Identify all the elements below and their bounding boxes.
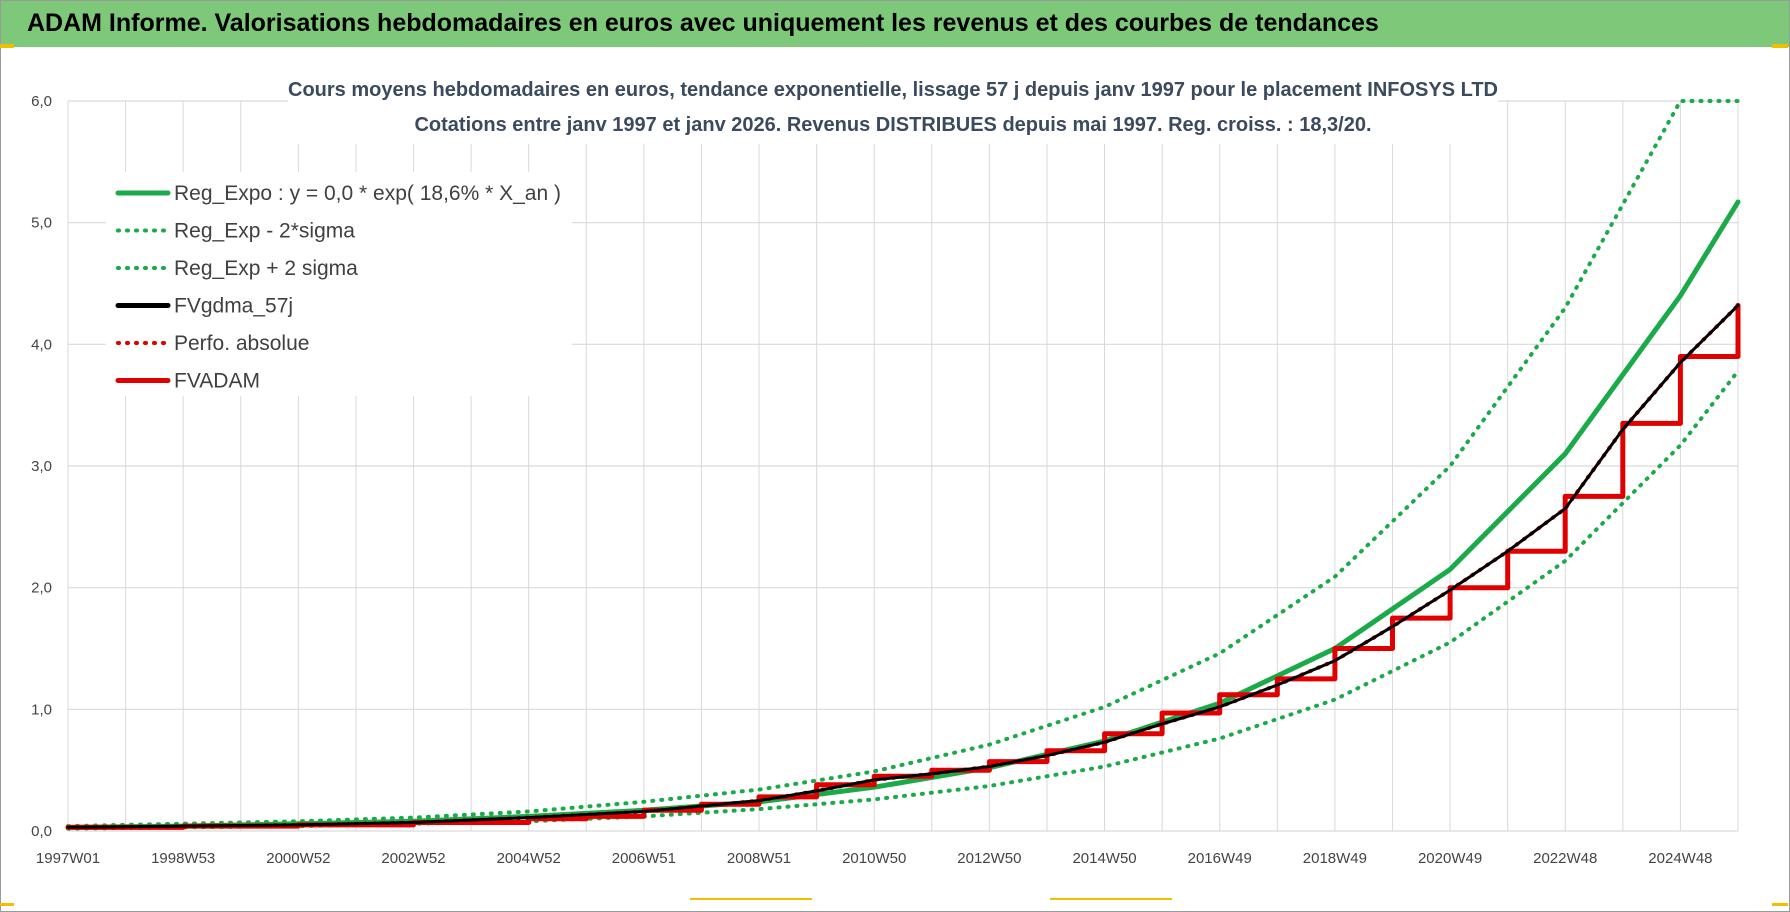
x-tick-label: 2010W50 — [842, 850, 906, 867]
legend: Reg_Expo : y = 0,0 * exp( 18,6% * X_an )… — [115, 182, 561, 393]
header-bar: ADAM Informe. Valorisations hebdomadaire… — [1, 1, 1789, 47]
legend-background — [106, 172, 572, 396]
x-tick-label: 2022W48 — [1533, 850, 1597, 867]
x-tick-label: 2014W50 — [1072, 850, 1136, 867]
chart-title-line-1: Cours moyens hebdomadaires en euros, ten… — [288, 79, 1498, 101]
title-background — [288, 68, 1498, 144]
x-tick-label: 2006W51 — [612, 850, 676, 867]
legend-label-1: Reg_Exp - 2*sigma — [174, 220, 355, 243]
bottom-accent-left — [690, 898, 812, 900]
y-tick-label: 3,0 — [31, 458, 52, 475]
y-tick-label: 0,0 — [31, 823, 52, 840]
corner-marker-top-right — [1772, 44, 1788, 48]
x-tick-label: 2004W52 — [497, 850, 561, 867]
x-tick-label: 2024W48 — [1648, 850, 1712, 867]
series-line-1 — [66, 369, 1740, 831]
x-tick-label: 2012W50 — [957, 850, 1021, 867]
x-tick-label: 2008W51 — [727, 850, 791, 867]
legend-label-5: FVADAM — [174, 370, 260, 393]
corner-marker-bottom-right — [1772, 903, 1788, 906]
corner-marker-top-left — [0, 44, 14, 48]
x-tick-label: 2000W52 — [266, 850, 330, 867]
page-title: ADAM Informe. Valorisations hebdomadaire… — [27, 9, 1379, 37]
x-tick-label: 2018W49 — [1303, 850, 1367, 867]
y-tick-label: 5,0 — [31, 215, 52, 232]
series-line-3 — [66, 303, 1740, 829]
x-tick-label: 2016W49 — [1188, 850, 1252, 867]
x-axis-tick-labels: 1997W01 1998W53 2000W52 2002W52 2004W52 2006W… — [36, 850, 1713, 867]
y-tick-label: 2,0 — [31, 580, 52, 597]
bottom-accent-right — [1050, 898, 1172, 900]
y-tick-label: 6,0 — [31, 93, 52, 110]
series-line-5 — [65, 302, 1741, 830]
legend-label-0: Reg_Expo : y = 0,0 * exp( 18,6% * X_an ) — [174, 182, 561, 205]
legend-label-3: FVgdma_57j — [174, 295, 293, 318]
x-tick-label: 1998W53 — [151, 850, 215, 867]
legend-label-2: Reg_Exp + 2 sigma — [174, 257, 358, 280]
y-tick-label: 1,0 — [31, 701, 52, 718]
series-line-2 — [66, 99, 1740, 829]
x-tick-label: 1997W01 — [36, 850, 100, 867]
series-lines — [65, 99, 1741, 831]
legend-label-4: Perfo. absolue — [174, 332, 309, 355]
y-axis-tick-labels: 0,0 1,0 2,0 3,0 4,0 5,0 6,0 — [31, 93, 52, 840]
y-tick-label: 4,0 — [31, 336, 52, 353]
chart-title-line-2: Cotations entre janv 1997 et janv 2026. … — [414, 114, 1371, 136]
corner-marker-bottom-left — [0, 903, 14, 906]
x-tick-label: 2002W52 — [381, 850, 445, 867]
x-tick-label: 2020W49 — [1418, 850, 1482, 867]
